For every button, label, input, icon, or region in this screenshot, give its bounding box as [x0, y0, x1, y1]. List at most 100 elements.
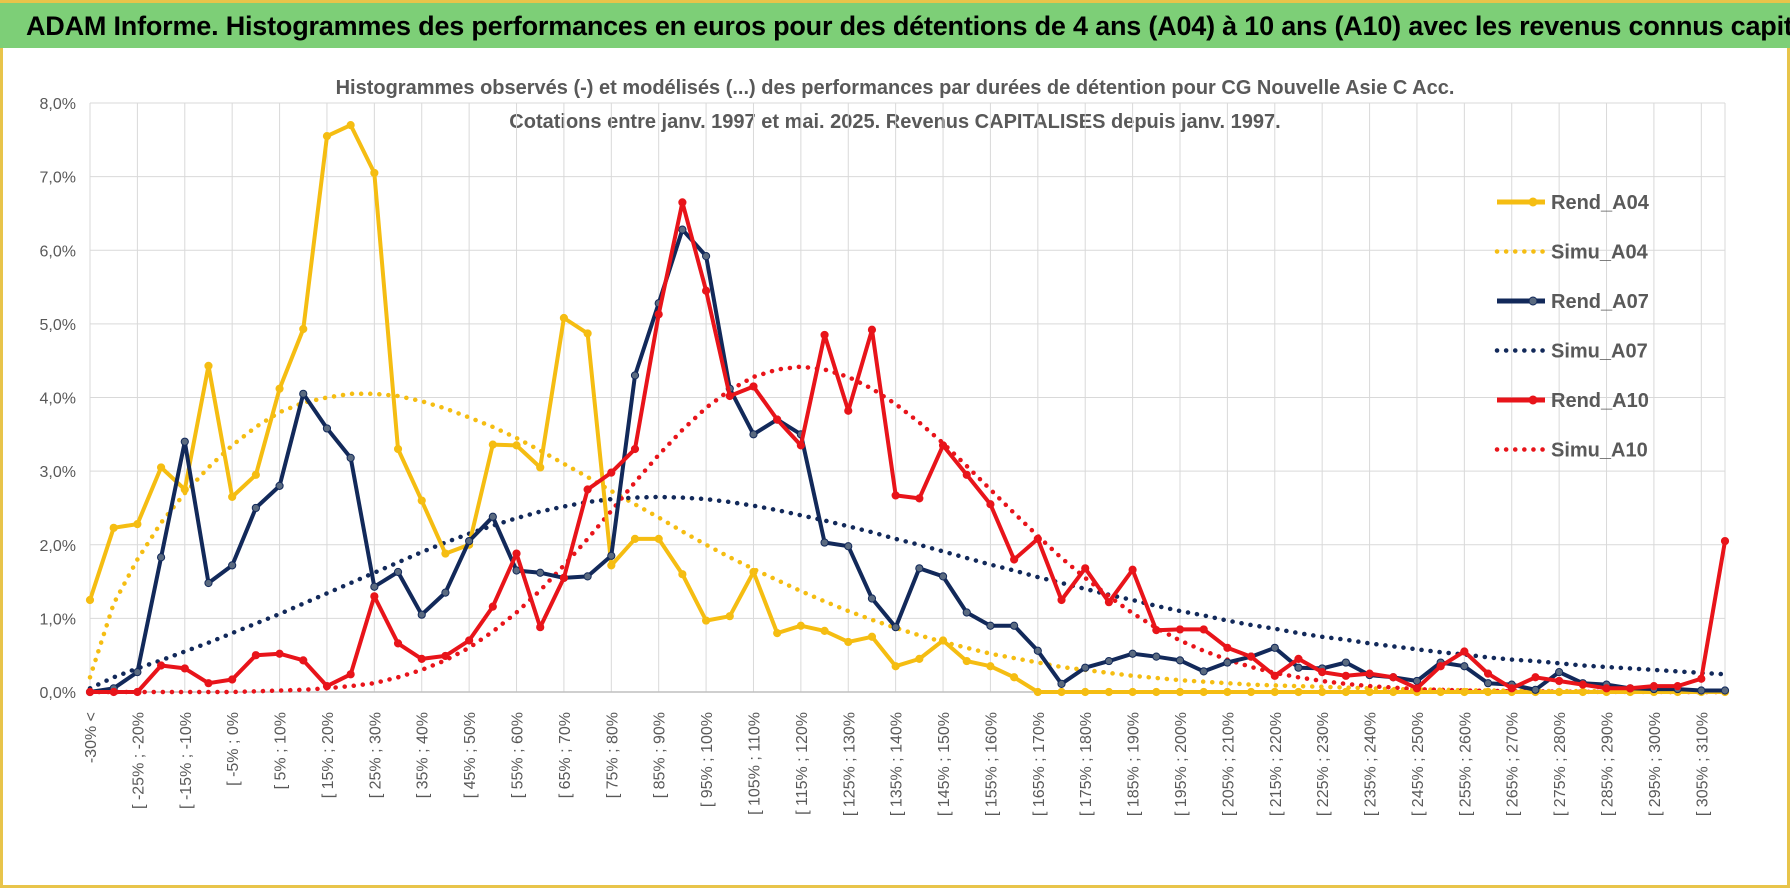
legend-label-simu-a04: Simu_A04 — [1551, 242, 1649, 264]
data-point-rend-a04 — [583, 329, 592, 338]
data-point-rend-a07 — [346, 453, 355, 462]
x-tick-label: [ 205% ; 210% — [1220, 712, 1237, 816]
data-point-rend-a07 — [465, 536, 474, 546]
data-point-rend-a07 — [1720, 686, 1730, 695]
data-point-rend-a10 — [725, 391, 734, 401]
series-line-rend-a10 — [90, 200, 1727, 694]
data-point-rend-a04 — [346, 120, 355, 130]
data-point-rend-a07 — [417, 610, 426, 619]
series-line-rend-a07 — [89, 227, 1725, 694]
data-point-rend-a10 — [1365, 669, 1374, 678]
data-point-rend-a04 — [607, 561, 616, 570]
data-point-rend-a04 — [1555, 687, 1564, 697]
y-tick-label: 4,0% — [40, 391, 76, 408]
data-point-rend-a10 — [536, 623, 545, 632]
data-point-rend-a07 — [915, 564, 924, 573]
x-tick-label: [ 195% ; 200% — [1173, 712, 1190, 816]
data-point-rend-a07 — [891, 623, 900, 632]
data-point-rend-a07 — [938, 572, 948, 581]
data-point-rend-a07 — [1270, 643, 1279, 652]
data-point-rend-a04 — [559, 313, 569, 323]
data-point-rend-a04 — [1365, 687, 1374, 697]
data-point-rend-a07 — [204, 578, 213, 588]
legend-marker-rend-a07 — [1528, 296, 1538, 306]
legend: Rend_A04 Simu_A04 Rend_A07 Simu_A07 Rend_A10… — [1494, 192, 1650, 462]
data-point-rend-a10 — [630, 444, 640, 454]
data-point-rend-a10 — [109, 687, 118, 697]
data-point-rend-a04 — [1436, 687, 1445, 697]
x-tick-label: [ 55% ; 60% — [510, 712, 527, 798]
x-tick-label: [ 25% ; 30% — [367, 712, 384, 798]
data-point-rend-a10 — [986, 500, 995, 509]
data-point-rend-a04 — [1483, 687, 1493, 697]
data-point-rend-a10 — [1104, 598, 1114, 607]
data-point-rend-a07 — [820, 538, 829, 547]
data-point-rend-a10 — [441, 651, 450, 661]
data-point-rend-a10 — [867, 325, 877, 334]
data-point-rend-a04 — [1318, 687, 1327, 697]
data-point-rend-a10 — [251, 651, 260, 660]
data-point-rend-a04 — [275, 384, 284, 393]
data-point-rend-a10 — [1128, 565, 1137, 574]
data-point-rend-a10 — [1602, 684, 1611, 693]
data-point-rend-a04 — [773, 629, 782, 638]
data-point-rend-a10 — [938, 441, 948, 450]
x-tick-label: [ 215% ; 220% — [1268, 712, 1285, 816]
x-tick-label: -30% < — [83, 712, 100, 763]
data-point-rend-a10 — [1010, 555, 1019, 564]
data-point-rend-a10 — [1673, 682, 1682, 691]
data-point-rend-a04 — [251, 470, 260, 479]
y-tick-label: 6,0% — [40, 243, 76, 260]
data-point-rend-a10 — [346, 670, 355, 679]
data-point-rend-a07 — [370, 582, 379, 591]
chart-title: Histogrammes observés (-) et modélisés (… — [336, 77, 1455, 99]
x-tick-label: [ 295% ; 300% — [1647, 712, 1664, 816]
page-banner: ADAM Informe. Histogrammes des performan… — [0, 0, 1790, 48]
data-point-rend-a04 — [1460, 687, 1469, 697]
data-point-rend-a10 — [299, 656, 308, 665]
data-point-rend-a10 — [1318, 668, 1327, 677]
data-point-rend-a04 — [1081, 687, 1090, 697]
data-point-rend-a10 — [678, 198, 687, 207]
legend-label-simu-a10: Simu_A10 — [1551, 440, 1648, 462]
x-tick-label: [ -15% ; -10% — [178, 712, 195, 809]
data-point-rend-a04 — [962, 656, 971, 666]
series-line-simu-a10 — [87, 364, 1728, 695]
data-point-rend-a10 — [1175, 625, 1185, 634]
data-point-rend-a10 — [85, 687, 95, 697]
data-point-rend-a10 — [512, 549, 521, 558]
data-point-rend-a10 — [1483, 669, 1493, 678]
data-point-rend-a10 — [1531, 673, 1540, 682]
data-point-rend-a04 — [441, 549, 450, 558]
data-point-rend-a10 — [559, 573, 569, 582]
data-point-rend-a10 — [607, 468, 616, 477]
data-point-rend-a04 — [1010, 673, 1019, 682]
data-point-rend-a07 — [1294, 663, 1303, 672]
data-point-rend-a10 — [1223, 643, 1232, 652]
x-tick-label: [ 135% ; 140% — [889, 712, 906, 816]
x-tick-label: [ 125% ; 130% — [841, 712, 858, 816]
chart-frame — [0, 48, 1790, 888]
data-point-rend-a07 — [156, 553, 166, 562]
data-point-rend-a04 — [891, 662, 900, 671]
data-point-rend-a04 — [1578, 687, 1587, 697]
data-point-rend-a10 — [465, 636, 474, 645]
data-point-rend-a10 — [701, 286, 711, 295]
data-point-rend-a04 — [844, 637, 853, 647]
x-tick-label: [ 305% ; 310% — [1694, 712, 1711, 816]
data-point-rend-a04 — [654, 534, 663, 543]
data-point-rend-a10 — [915, 494, 924, 503]
data-point-rend-a07 — [1081, 663, 1090, 672]
data-point-rend-a10 — [1033, 534, 1042, 543]
data-point-rend-a04 — [488, 440, 497, 449]
data-point-rend-a04 — [725, 612, 734, 621]
data-point-rend-a07 — [322, 424, 332, 433]
data-point-rend-a04 — [109, 523, 118, 532]
x-tick-label: [ 235% ; 240% — [1363, 712, 1380, 816]
y-tick-label: 0,0% — [40, 685, 76, 702]
data-point-rend-a10 — [1436, 662, 1445, 671]
data-point-rend-a07 — [1199, 667, 1208, 676]
data-point-rend-a04 — [370, 168, 379, 178]
data-point-rend-a07 — [1104, 656, 1114, 666]
